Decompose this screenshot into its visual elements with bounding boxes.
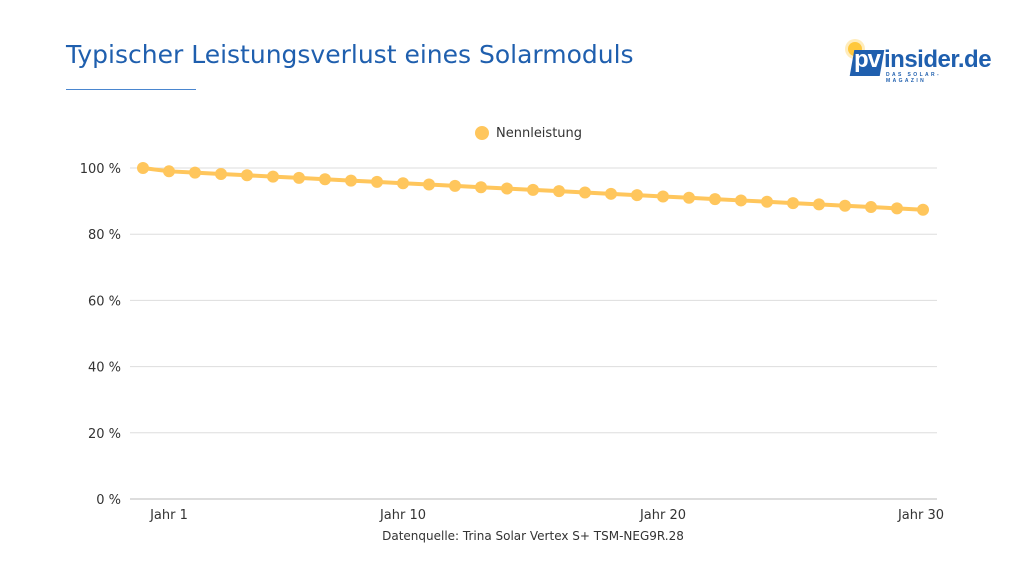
data-point — [423, 178, 435, 191]
data-point — [397, 177, 409, 190]
data-point — [241, 169, 253, 182]
y-tick-label: 60 % — [88, 294, 121, 309]
data-point — [553, 185, 565, 198]
data-point — [189, 166, 201, 179]
data-point — [527, 183, 539, 196]
y-tick-label: 80 % — [88, 228, 121, 243]
data-point — [345, 174, 357, 187]
data-point — [631, 189, 643, 202]
legend-label: Nennleistung — [496, 126, 582, 141]
logo-text: insider.de — [884, 46, 992, 73]
x-tick-label: Jahr 20 — [639, 508, 686, 523]
data-point — [657, 190, 669, 203]
pvinsider-logo: pv insider.de DAS SOLAR-MAGAZIN — [846, 42, 992, 84]
data-point — [605, 187, 617, 200]
data-point — [813, 198, 825, 211]
data-point — [475, 181, 487, 194]
data-point — [501, 182, 513, 195]
x-tick-label: Jahr 10 — [379, 508, 426, 523]
page-title: Typischer Leistungsverlust eines Solarmo… — [66, 40, 634, 69]
x-tick-label: Jahr 1 — [149, 508, 188, 523]
data-point — [371, 175, 383, 188]
logo-pv: pv — [854, 46, 881, 73]
data-point — [163, 165, 175, 178]
data-point — [267, 170, 279, 183]
data-point — [137, 162, 149, 174]
data-point — [735, 194, 747, 207]
data-point — [215, 167, 227, 180]
y-tick-label: 40 % — [88, 361, 121, 376]
data-point — [293, 171, 305, 184]
data-point — [709, 193, 721, 206]
title-underline — [66, 89, 196, 90]
y-tick-label: 0 % — [96, 493, 121, 508]
logo-tagline: DAS SOLAR-MAGAZIN — [886, 72, 942, 84]
data-point — [865, 201, 877, 214]
data-source: Datenquelle: Trina Solar Vertex S+ TSM-N… — [382, 529, 684, 543]
data-point — [683, 191, 695, 204]
data-point — [787, 197, 799, 210]
y-tick-label: 20 % — [88, 427, 121, 442]
data-point — [891, 202, 903, 215]
data-point — [917, 203, 929, 216]
data-point — [319, 173, 331, 186]
data-point — [761, 195, 773, 208]
data-point — [839, 199, 851, 212]
data-point — [579, 186, 591, 199]
legend-marker — [475, 126, 489, 140]
data-point — [449, 179, 461, 192]
y-tick-label: 100 % — [80, 162, 121, 177]
x-tick-label: Jahr 30 — [897, 508, 944, 523]
